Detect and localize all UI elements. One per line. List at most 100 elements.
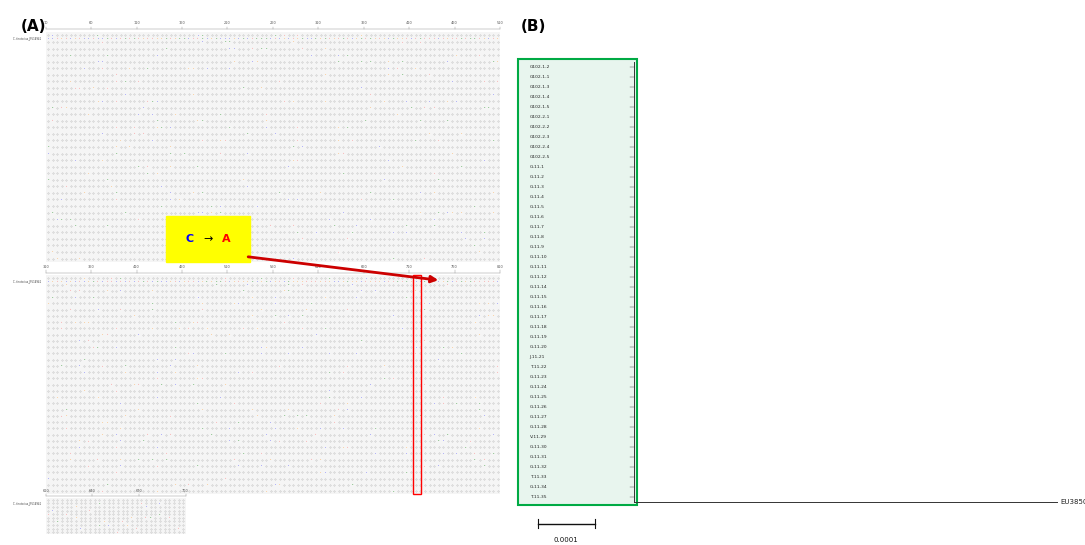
Text: C: C — [474, 322, 475, 323]
Text: G: G — [339, 61, 340, 62]
Text: A: A — [116, 74, 117, 75]
Text: G: G — [474, 38, 475, 39]
Text: G: G — [493, 453, 494, 454]
Text: G: G — [401, 61, 403, 62]
Text: C: C — [170, 166, 171, 167]
Text: A: A — [416, 353, 417, 354]
Text: G102-1-1: G102-1-1 — [529, 75, 550, 78]
Text: G: G — [148, 68, 149, 69]
Text: G: G — [447, 281, 448, 282]
Text: G: G — [106, 225, 107, 226]
Text: C: C — [88, 173, 89, 174]
Text: A: A — [329, 38, 330, 39]
Text: C: C — [243, 281, 244, 282]
Text: G-11-25: G-11-25 — [529, 395, 548, 399]
Text: A: A — [79, 281, 80, 282]
Text: C: C — [270, 459, 271, 460]
Text: A: A — [243, 328, 244, 329]
Text: A: A — [393, 378, 394, 379]
Text: G-11-3: G-11-3 — [529, 185, 545, 189]
Text: G: G — [197, 465, 199, 467]
Text: C: C — [374, 38, 375, 39]
Text: G: G — [266, 281, 267, 282]
Text: C: C — [256, 415, 257, 416]
Text: A: A — [66, 186, 67, 187]
Text: A: A — [393, 281, 394, 282]
Text: A: A — [148, 100, 149, 102]
Text: G: G — [148, 173, 149, 174]
Text: A: A — [145, 517, 146, 518]
FancyBboxPatch shape — [46, 32, 500, 262]
Text: →: → — [203, 234, 213, 244]
Text: A: A — [193, 281, 194, 282]
Text: G: G — [406, 296, 408, 298]
Text: C: C — [324, 48, 325, 49]
Text: A: A — [366, 281, 367, 282]
Text: C: C — [370, 107, 371, 108]
Text: C: C — [297, 38, 298, 39]
Text: A: A — [252, 38, 253, 39]
Text: G: G — [256, 38, 257, 39]
Text: G: G — [456, 403, 458, 404]
Text: C: C — [216, 232, 217, 233]
Text: A: A — [138, 81, 140, 82]
Text: A: A — [283, 322, 284, 323]
Text: C: C — [202, 303, 203, 304]
Bar — [412, 275, 421, 494]
Text: G-11-23: G-11-23 — [529, 375, 547, 379]
Text: C: C — [111, 186, 112, 187]
Text: A: A — [311, 281, 312, 282]
Text: A: A — [222, 234, 231, 244]
Text: C: C — [356, 281, 357, 282]
Text: C: C — [79, 440, 80, 441]
Text: C: C — [193, 322, 194, 323]
Text: A: A — [379, 38, 380, 39]
Text: A: A — [61, 107, 62, 108]
Text: A: A — [252, 372, 253, 373]
Text: G: G — [202, 35, 203, 36]
Text: C: C — [293, 281, 294, 282]
Text: C: C — [71, 81, 72, 82]
Text: G: G — [474, 205, 475, 207]
Text: A: A — [102, 490, 103, 492]
Text: C: C — [339, 140, 340, 141]
Text: G: G — [166, 38, 167, 39]
Text: A: A — [320, 403, 321, 404]
Text: C: C — [175, 372, 176, 373]
Text: G: G — [484, 232, 485, 233]
Text: 510: 510 — [225, 265, 231, 269]
Text: C: C — [320, 38, 321, 39]
Text: 760: 760 — [451, 265, 458, 269]
Text: G: G — [48, 179, 49, 180]
Text: C: C — [193, 68, 194, 69]
Text: G: G — [52, 212, 53, 213]
Text: G: G — [393, 199, 394, 200]
Text: C: C — [447, 38, 448, 39]
Text: A: A — [374, 281, 375, 282]
Text: 640: 640 — [89, 488, 95, 493]
Text: C: C — [189, 258, 190, 259]
Text: C: C — [289, 409, 290, 410]
Text: A: A — [451, 38, 452, 39]
Text: A: A — [168, 517, 169, 518]
Text: G: G — [220, 281, 221, 282]
Text: A: A — [88, 440, 89, 441]
Text: 510: 510 — [497, 21, 503, 25]
Text: G-11-9: G-11-9 — [529, 245, 545, 249]
Text: C: C — [210, 219, 213, 220]
Text: A: A — [333, 422, 335, 423]
Text: C: C — [156, 490, 157, 492]
Text: A: A — [497, 372, 498, 373]
Text: G-11-15: G-11-15 — [529, 295, 548, 299]
Text: G: G — [370, 38, 371, 39]
Text: C: C — [170, 225, 171, 226]
Text: T-11-22: T-11-22 — [529, 365, 546, 369]
Text: A: A — [88, 340, 89, 342]
Text: G: G — [98, 347, 99, 348]
Text: C: C — [129, 68, 130, 69]
Text: A: A — [106, 334, 107, 335]
Text: G: G — [216, 284, 217, 285]
Text: A: A — [474, 453, 475, 454]
Text: G: G — [406, 472, 408, 473]
Text: A: A — [302, 48, 303, 49]
